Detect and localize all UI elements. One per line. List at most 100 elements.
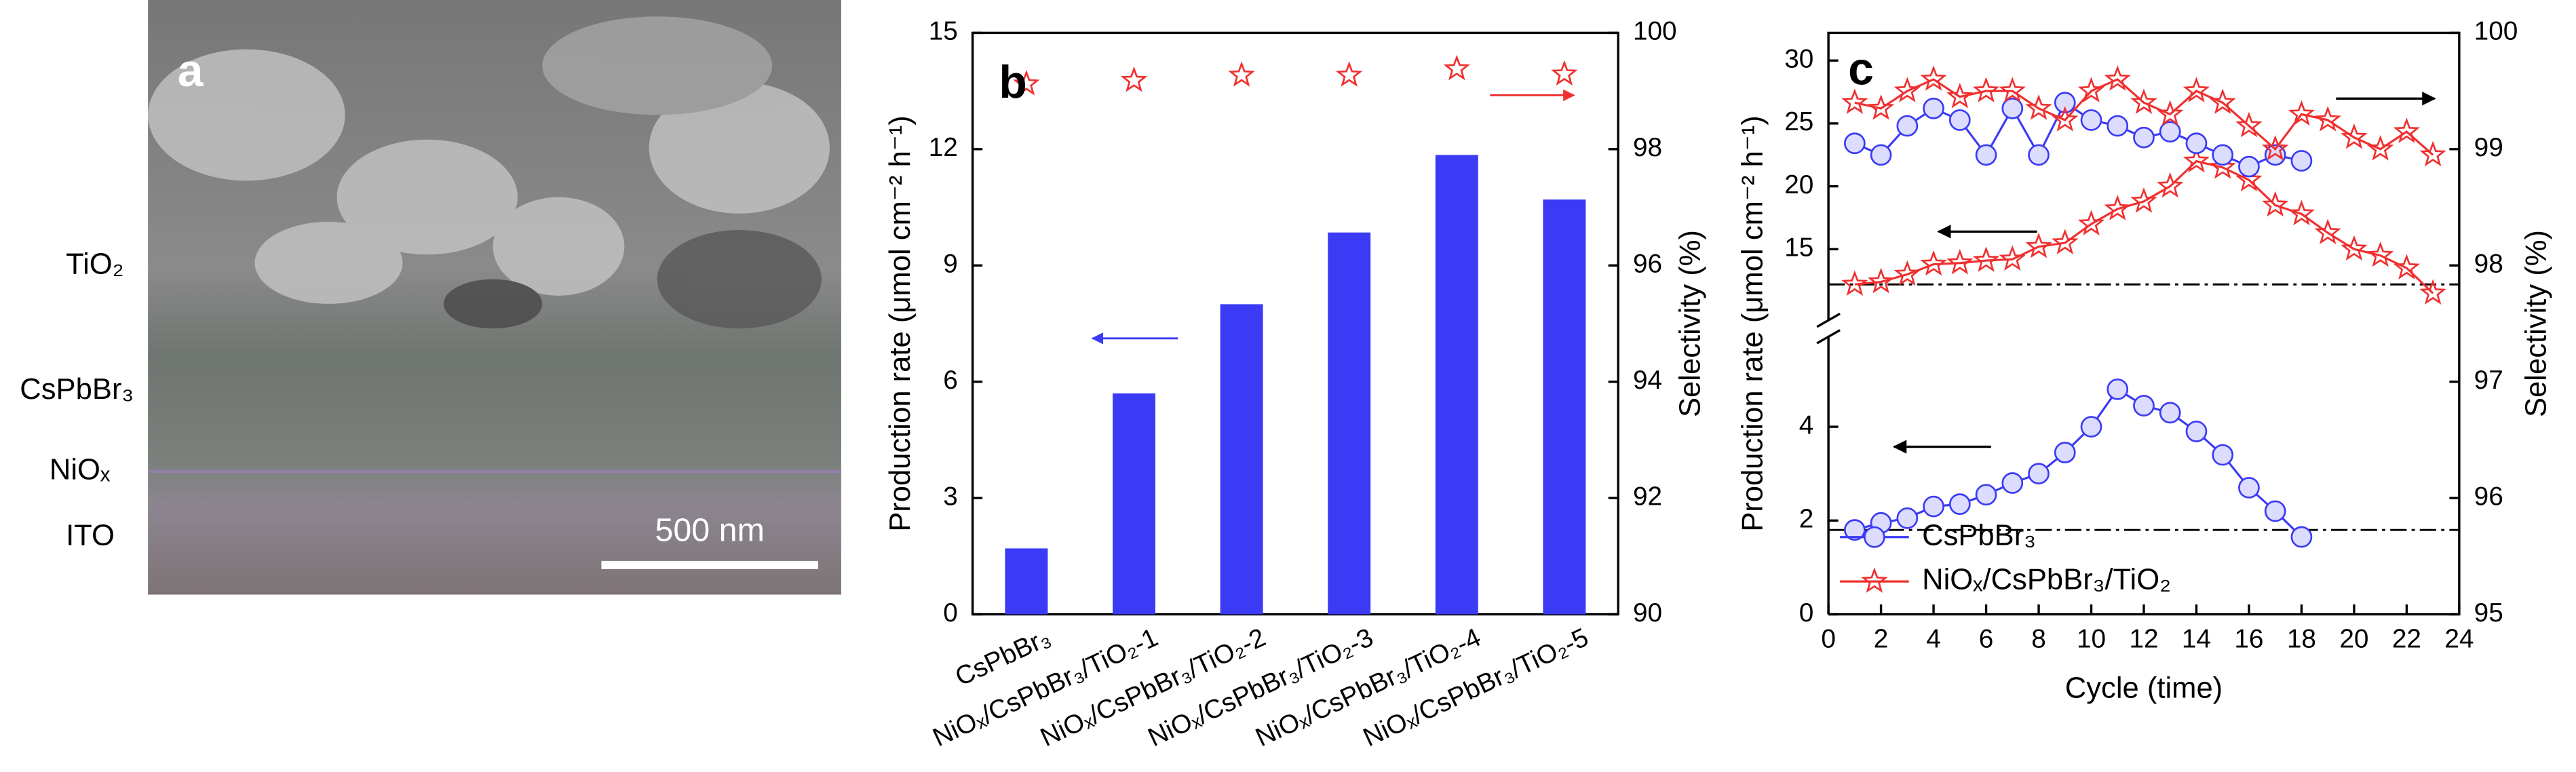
circle-marker — [1975, 144, 1997, 166]
star-marker — [1841, 88, 1868, 115]
tick-label: 92 — [1633, 482, 1662, 511]
star-marker — [1013, 70, 1040, 96]
series-line — [1854, 78, 2434, 156]
circle-marker — [2212, 144, 2234, 166]
star-marker — [2393, 117, 2421, 143]
star-marker — [2288, 199, 2315, 226]
star-marker — [1228, 61, 1255, 87]
circle-marker — [2028, 144, 2050, 166]
star-marker — [1946, 82, 1974, 109]
star-marker — [2366, 241, 2394, 267]
panel-label: c — [1848, 43, 1874, 94]
circle-marker — [2159, 402, 2181, 424]
tick-label: 6 — [943, 366, 958, 395]
circle-marker — [1923, 97, 1944, 119]
circle-marker — [2185, 132, 2208, 155]
tick-label: 98 — [2474, 250, 2503, 279]
bar — [1113, 393, 1155, 615]
tick-label: 30 — [1784, 44, 1813, 73]
circle-marker — [1948, 493, 1971, 515]
circle-marker — [2133, 395, 2155, 417]
x-tick-label: 0 — [1821, 625, 1836, 654]
circle-marker — [1896, 507, 1919, 529]
x-tick-label: 24 — [2444, 625, 2474, 654]
star-marker — [2183, 147, 2210, 173]
x-axis-label: Cycle (time) — [2065, 672, 2223, 704]
star-marker — [2025, 232, 2052, 258]
star-marker — [1841, 270, 1868, 296]
layer-label: CsPbBr₃ — [20, 373, 134, 406]
y-axis-label: Production rate (μmol cm⁻² h⁻¹) — [884, 115, 917, 532]
circle-marker — [2107, 115, 2129, 137]
star-marker — [2130, 88, 2157, 115]
plot-frame — [971, 31, 1619, 616]
star-marker — [2261, 191, 2289, 217]
star-marker — [2183, 77, 2210, 102]
tick-label: 100 — [2474, 17, 2518, 46]
x-tick-label: 10 — [2077, 625, 2106, 654]
circle-marker — [2159, 121, 2181, 142]
star-marker — [1920, 250, 1947, 276]
circle-marker — [2054, 92, 2076, 114]
circle-marker — [2212, 444, 2234, 466]
x-tick-label: 2 — [1874, 625, 1889, 654]
axis-break — [1816, 312, 1841, 345]
star-marker — [2235, 111, 2263, 138]
tick-label: 96 — [2474, 482, 2503, 511]
sem-texture — [148, 16, 830, 329]
star-marker — [2314, 218, 2341, 245]
tick-label: 97 — [2474, 366, 2503, 395]
x-tick-label: 8 — [2031, 625, 2046, 654]
star-marker — [2156, 100, 2184, 126]
legend-label: CsPbBr₃ — [1922, 519, 2036, 552]
tick-label: 25 — [1784, 107, 1813, 136]
circle-marker — [2080, 109, 2102, 131]
tick-label: 3 — [943, 482, 958, 511]
series-line — [1854, 159, 2434, 294]
star-marker — [2314, 106, 2341, 132]
layer-label: ITO — [66, 519, 115, 552]
tick-label: 100 — [1633, 17, 1677, 46]
star-marker — [1893, 77, 1921, 102]
tick-label: 2 — [1799, 505, 1814, 534]
star-marker — [1861, 567, 1888, 593]
circle-marker — [1843, 519, 1866, 541]
star-marker — [1999, 245, 2026, 271]
tick-label: 96 — [1633, 250, 1662, 279]
star-marker — [2341, 235, 2368, 261]
bar — [1543, 199, 1586, 615]
star-marker — [1867, 267, 1895, 294]
circle-marker — [2001, 97, 2024, 119]
circle-marker — [1843, 132, 1866, 155]
star-marker — [1443, 54, 1471, 81]
circle-marker — [2133, 126, 2155, 149]
star-marker — [2341, 123, 2368, 149]
tick-label: 12 — [929, 133, 958, 162]
star-marker — [1999, 77, 2026, 102]
star-marker — [2104, 195, 2131, 220]
legend-label: NiOₓ/CsPbBr₃/TiO₂ — [1922, 564, 2171, 596]
tick-label: 9 — [943, 250, 958, 279]
star-marker — [2156, 172, 2184, 198]
series-line — [1854, 387, 2303, 538]
circle-marker — [2107, 378, 2129, 400]
tick-label: 90 — [1633, 598, 1662, 628]
x-tick-label: 4 — [1926, 625, 1941, 654]
tick-label: 15 — [929, 17, 958, 46]
star-marker — [1120, 66, 1148, 92]
x-tick-label: 16 — [2234, 625, 2263, 654]
y2-axis-label: Selectivity (%) — [2520, 230, 2553, 417]
x-tick-label: 18 — [2287, 625, 2316, 654]
bar — [1005, 548, 1048, 615]
circle-marker — [2290, 526, 2313, 548]
circle-marker — [1870, 144, 1892, 166]
circle-marker — [1896, 115, 1919, 137]
star-marker — [2052, 106, 2079, 132]
star-marker — [2130, 187, 2157, 213]
star-marker — [2209, 153, 2236, 179]
circle-marker — [2238, 477, 2260, 499]
panel-b: 036912159092949698100CsPbBr₃NiOₓ/CsPbBr₃… — [884, 17, 1707, 753]
